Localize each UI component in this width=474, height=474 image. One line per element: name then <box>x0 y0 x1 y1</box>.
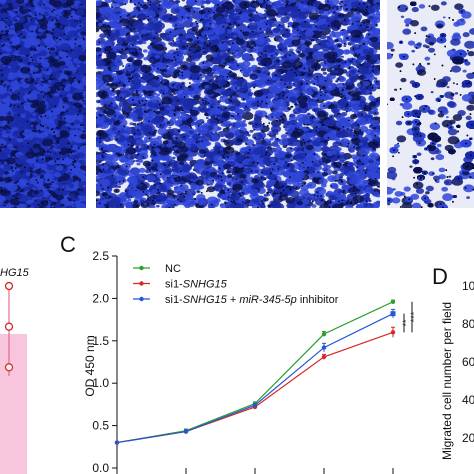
pink-bar <box>0 334 27 474</box>
panel-c-letter: C <box>60 232 76 257</box>
legend-text-part: si1- <box>165 279 183 291</box>
data-point <box>183 429 189 434</box>
data-point <box>321 354 327 360</box>
left-dot <box>4 322 14 331</box>
chart-axes: 0.0 0.5 1.0 1.5 2.0 2.5 <box>92 249 394 474</box>
legend-text-part: SNHG15 <box>183 294 228 306</box>
legend-entry-1: si1-SNHG15 <box>165 279 228 291</box>
y-tick-label: 2.0 <box>92 291 109 305</box>
y-axis-label: OD 450 nm <box>83 335 97 396</box>
data-point <box>114 440 120 445</box>
legend-text-part: SNHG15 <box>183 279 228 291</box>
sig-label: ** <box>401 319 411 327</box>
micrograph-center <box>96 0 380 208</box>
legend-marker <box>139 265 144 271</box>
y-tick-label: 2.5 <box>92 249 109 263</box>
y-tick-label: 0.5 <box>92 419 109 433</box>
legend-text-part: inhibitor <box>297 294 339 306</box>
data-point <box>390 330 396 335</box>
left-dot <box>4 363 14 372</box>
y-tick-label: 1.0 <box>92 376 109 390</box>
left-dot-group <box>4 281 14 372</box>
right-tick-label: 80 <box>462 317 474 331</box>
data-point <box>252 403 258 408</box>
legend-text-part: si1- <box>165 294 183 306</box>
data-point <box>321 331 327 337</box>
right-tick-label: 60 <box>462 355 474 369</box>
data-point <box>390 311 396 317</box>
legend-marker <box>139 281 144 286</box>
legend-text-part: + <box>227 294 240 306</box>
legend-marker <box>139 296 144 302</box>
micrograph-left <box>0 0 86 208</box>
series-line-0 <box>116 301 394 444</box>
series-line-1 <box>116 331 394 444</box>
legend-text-part: miR-345-5p <box>239 294 296 306</box>
significance-brackets: ***** <box>401 301 419 333</box>
right-axis-ticks: 100 80 60 40 20 <box>462 279 474 445</box>
legend-text-part: NC <box>165 263 181 275</box>
panel-d-letter: D <box>432 264 448 289</box>
left-dot <box>4 281 14 291</box>
y-tick-label: 0.0 <box>92 461 109 474</box>
y-tick-label: 1.5 <box>92 334 109 348</box>
sig-label: *** <box>409 311 419 322</box>
left-fragment-label: HG15 <box>0 267 30 279</box>
right-tick-label: 40 <box>462 393 474 407</box>
legend-entry-2: si1-SNHG15 + miR-345-5p inhibitor <box>165 294 339 306</box>
data-point <box>321 345 327 350</box>
micrograph-right <box>387 0 474 208</box>
legend-entry-0: NC <box>165 263 181 275</box>
right-axis-label: Migrated cell number per field <box>440 302 454 460</box>
data-point <box>390 299 396 304</box>
series-line-2 <box>116 313 394 444</box>
chart-series <box>114 299 396 445</box>
right-tick-label: 100 <box>462 279 474 293</box>
right-tick-label: 20 <box>462 431 474 445</box>
